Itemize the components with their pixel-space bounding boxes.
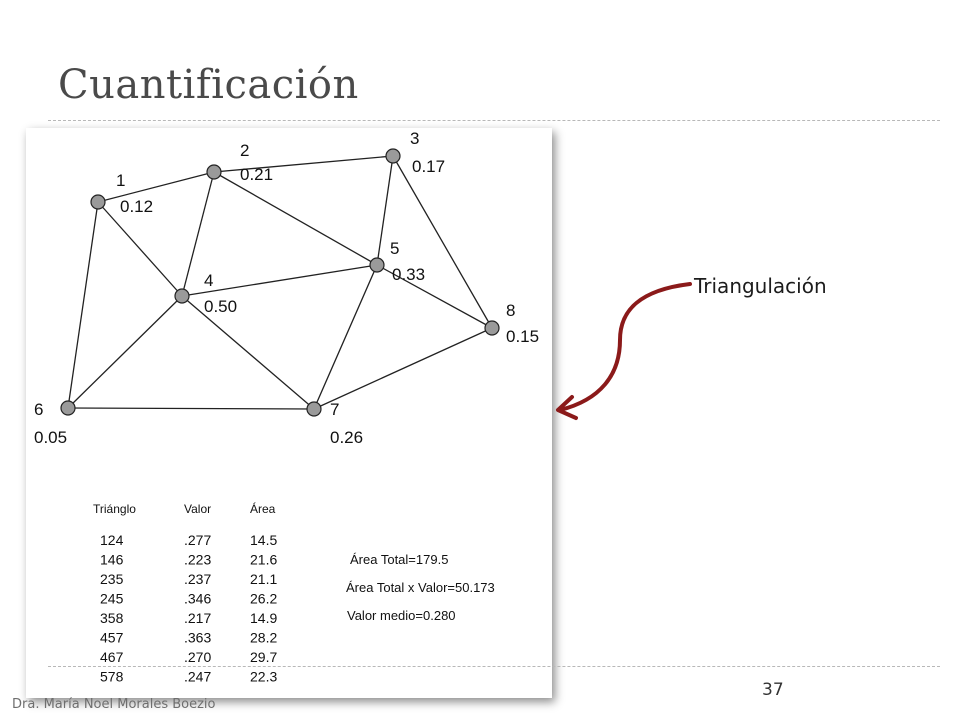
node-5-id: 5	[390, 239, 399, 258]
table-cell: .270	[184, 649, 211, 665]
node-6	[60, 400, 76, 416]
edge-1-6	[67, 201, 99, 409]
table-cell: 29.7	[250, 649, 277, 665]
node-1-value: 0.12	[120, 197, 153, 216]
node-1-id: 1	[116, 171, 125, 190]
table-cell: 146	[100, 552, 124, 568]
summary-block: Área Total=179.5 Área Total x Valor=50.1…	[346, 552, 495, 623]
table-cell: .247	[184, 669, 211, 685]
edge-4-7	[181, 295, 315, 410]
edge-5-8	[376, 264, 493, 329]
edge-1-2	[97, 171, 215, 203]
edge-3-5	[376, 155, 394, 266]
edge-4-6	[67, 295, 183, 409]
node-8-value: 0.15	[506, 327, 539, 346]
table-cell: 14.9	[250, 610, 277, 626]
slide-title: Cuantificación	[58, 62, 359, 108]
edge-2-5	[213, 171, 378, 266]
node-7	[306, 401, 322, 417]
summary-area-total: Área Total=179.5	[350, 552, 448, 567]
footer-author: Dra. María Noel Morales Boezio	[12, 697, 216, 712]
table-cell: 124	[100, 532, 124, 548]
table-cell: 467	[100, 649, 124, 665]
edge-1-4	[97, 201, 183, 297]
table-cell: 14.5	[250, 532, 277, 548]
table-cell: 22.3	[250, 669, 277, 685]
edge-2-3	[213, 155, 394, 173]
edge-7-8	[313, 327, 493, 410]
footer-divider	[48, 666, 940, 667]
table-cell: 26.2	[250, 591, 277, 607]
table-header-area: Área	[250, 501, 276, 516]
table-cell: .217	[184, 610, 211, 626]
table-header-valor: Valor	[184, 502, 211, 516]
table-header-triangulo: Triánglo	[93, 502, 136, 516]
summary-valor-medio: Valor medio=0.280	[347, 608, 456, 623]
table-cell: .363	[184, 630, 211, 646]
node-5	[369, 257, 385, 273]
edge-4-5	[181, 264, 378, 297]
triangulation-figure: 1 0.12 2 0.21 3 0.17 4 0.50 5 0.33 6 0.05 7 0.26 8 0.15…	[26, 128, 552, 698]
node-8	[484, 320, 500, 336]
table-cell: 235	[100, 571, 124, 587]
node-5-value: 0.33	[392, 265, 425, 284]
node-6-value: 0.05	[34, 428, 67, 447]
edge-2-4	[181, 171, 215, 297]
node-4	[174, 288, 190, 304]
table-cell: .277	[184, 532, 211, 548]
node-3	[385, 148, 401, 164]
node-3-value: 0.17	[412, 157, 445, 176]
triangle-table: Triánglo Valor Área 124 .277 14.5 146 .223 21…	[93, 501, 277, 685]
triangulation-diagram: 1 0.12 2 0.21 3 0.17 4 0.50 5 0.33 6 0.05 7 0.26 8 0.15…	[34, 129, 539, 685]
node-2-id: 2	[240, 141, 249, 160]
node-2	[206, 164, 222, 180]
node-3-id: 3	[410, 129, 419, 148]
node-7-value: 0.26	[330, 428, 363, 447]
edge-6-7	[67, 407, 315, 410]
node-7-id: 7	[330, 400, 339, 419]
table-cell: 358	[100, 610, 124, 626]
node-4-value: 0.50	[204, 297, 237, 316]
summary-area-total-x-valor: Área Total x Valor=50.173	[346, 580, 495, 595]
edge-3-8	[392, 155, 493, 329]
edge-5-7	[313, 264, 378, 410]
table-cell: .223	[184, 552, 211, 568]
callout-arrow-icon	[556, 282, 692, 420]
table-cell: .346	[184, 591, 211, 607]
table-cell: 457	[100, 630, 124, 646]
node-8-id: 8	[506, 301, 515, 320]
table-cell: 21.1	[250, 571, 277, 587]
title-divider	[48, 120, 940, 121]
table-cell: .237	[184, 571, 211, 587]
table-cell: 578	[100, 669, 124, 685]
node-1	[90, 194, 106, 210]
node-2-value: 0.21	[240, 165, 273, 184]
page-number: 37	[762, 680, 784, 700]
table-cell: 28.2	[250, 630, 277, 646]
node-6-id: 6	[34, 400, 43, 419]
node-4-id: 4	[204, 271, 213, 290]
table-cell: 21.6	[250, 552, 277, 568]
table-cell: 245	[100, 591, 124, 607]
callout-label: Triangulación	[694, 274, 827, 298]
